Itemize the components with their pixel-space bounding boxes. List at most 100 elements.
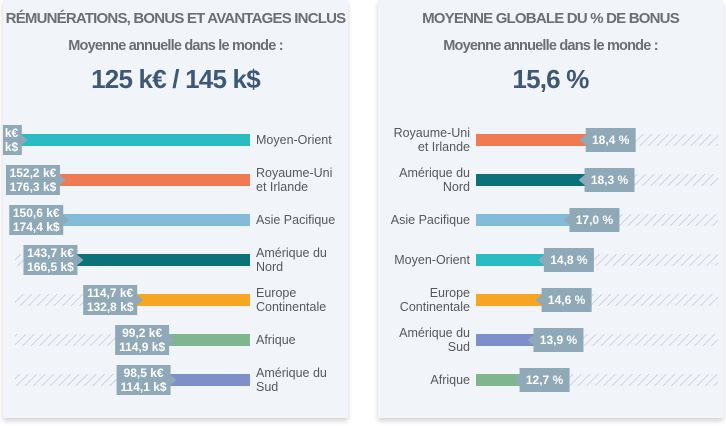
category-label: Europe — [256, 286, 296, 300]
value-label-eur: 99,2 k€ — [122, 326, 162, 340]
badge-pointer — [527, 335, 534, 345]
bar — [476, 174, 589, 186]
value-badge — [519, 368, 570, 392]
hatch-track — [15, 254, 24, 266]
category-label: Royaume-Uni — [394, 126, 470, 140]
bar-row: 14,8 % Moyen-Orient — [394, 248, 718, 272]
badge-pointer — [563, 215, 570, 225]
bar-row: 150,6 k€174,4 k$ Asie Pacifique — [9, 205, 335, 235]
badge-pointer — [77, 255, 84, 265]
badge-pointer — [535, 295, 542, 305]
chart-title: MOYENNE GLOBALE DU % DE BONUS — [422, 10, 680, 27]
value-label: 17,0 % — [576, 213, 614, 227]
bar — [476, 214, 574, 226]
value-badge — [5, 165, 60, 195]
category-label: Continentale — [256, 300, 326, 314]
chart-subtitle: Moyenne annuelle dans le monde : — [68, 38, 283, 54]
hatch-track — [15, 374, 117, 386]
panel-remuneration: RÉMUNÉRATIONS, BONUS ET AVANTAGES INCLUS… — [3, 0, 348, 418]
panel-bonus: MOYENNE GLOBALE DU % DE BONUS Moyenne an… — [378, 0, 723, 418]
value-badge — [543, 248, 594, 272]
remuneration-bar-chart: 170,7 k€197,8 k$ Moyen-Orient 152,2 k€176,… — [3, 125, 335, 395]
value-badge — [569, 208, 620, 232]
hatch-track — [619, 214, 718, 226]
bar — [17, 134, 251, 146]
bar-row: 99,2 k€114,9 k$ Afrique — [15, 325, 296, 355]
bar — [476, 374, 524, 386]
bar — [55, 174, 251, 186]
hatch-track — [583, 334, 718, 346]
value-label-usd: 197,8 k$ — [3, 140, 19, 154]
value-label-eur: 152,2 k€ — [10, 166, 57, 180]
category-label: Amérique du — [399, 166, 470, 180]
value-badge — [9, 205, 64, 235]
badge-pointer — [513, 375, 520, 385]
category-label: et Irlande — [256, 180, 308, 194]
category-label: Sud — [256, 380, 278, 394]
hatch-track — [591, 294, 718, 306]
value-label-usd: 176,3 k$ — [10, 180, 57, 194]
hatch-track — [15, 334, 116, 346]
value-label-usd: 132,8 k$ — [87, 300, 134, 314]
category-label: Nord — [256, 260, 283, 274]
category-label: Asie Pacifique — [256, 213, 335, 227]
value-badge — [585, 128, 636, 152]
bar-row: 170,7 k€197,8 k$ Moyen-Orient — [3, 125, 332, 155]
value-label: 14,8 % — [550, 253, 588, 267]
hatch-track — [635, 134, 718, 146]
hatch-track — [593, 254, 718, 266]
category-label: Asie Pacifique — [391, 213, 470, 227]
value-badge — [115, 325, 170, 355]
chart-title: RÉMUNÉRATIONS, BONUS ET AVANTAGES INCLUS — [5, 10, 346, 27]
value-label: 18,3 % — [591, 173, 629, 187]
bar — [73, 254, 250, 266]
value-label-eur: 143,7 k€ — [27, 246, 74, 260]
category-label: Sud — [448, 340, 470, 354]
value-badge — [116, 365, 171, 395]
hatch-track — [634, 174, 718, 186]
value-badge — [83, 285, 138, 315]
value-label-eur: 98,5 k€ — [124, 366, 164, 380]
value-label-eur: 150,6 k€ — [13, 206, 60, 220]
bar — [476, 334, 538, 346]
badge-pointer — [169, 335, 176, 345]
bar — [476, 254, 548, 266]
badge-pointer — [537, 255, 544, 265]
category-label: et Irlande — [418, 140, 470, 154]
value-label: 12,7 % — [526, 373, 564, 387]
bar — [165, 334, 250, 346]
chart-subtitle: Moyenne annuelle dans le monde : — [443, 38, 658, 54]
bar — [476, 294, 546, 306]
category-label: Continentale — [400, 300, 470, 314]
category-label: Amérique du — [399, 326, 470, 340]
badge-pointer — [170, 375, 177, 385]
hatch-track — [15, 294, 84, 306]
value-label-usd: 114,1 k$ — [121, 380, 167, 394]
badge-pointer — [579, 135, 586, 145]
value-label-usd: 174,4 k$ — [13, 220, 60, 234]
badge-pointer — [63, 215, 70, 225]
bar — [59, 214, 250, 226]
bar — [476, 134, 590, 146]
value-label: 13,9 % — [540, 333, 578, 347]
category-label: Moyen-Orient — [256, 133, 332, 147]
value-badge — [541, 288, 592, 312]
badge-pointer — [21, 135, 28, 145]
value-label-eur: 114,7 k€ — [87, 286, 133, 300]
category-label: Europe — [430, 286, 470, 300]
category-label: Afrique — [256, 333, 296, 347]
headline-value: 125 k€ / 145 k$ — [91, 64, 261, 94]
category-label: Amérique du — [256, 246, 327, 260]
category-label: Royaume-Uni — [256, 166, 332, 180]
bar-row: 17,0 % Asie Pacifique — [391, 208, 718, 232]
value-label: 18,4 % — [592, 133, 630, 147]
